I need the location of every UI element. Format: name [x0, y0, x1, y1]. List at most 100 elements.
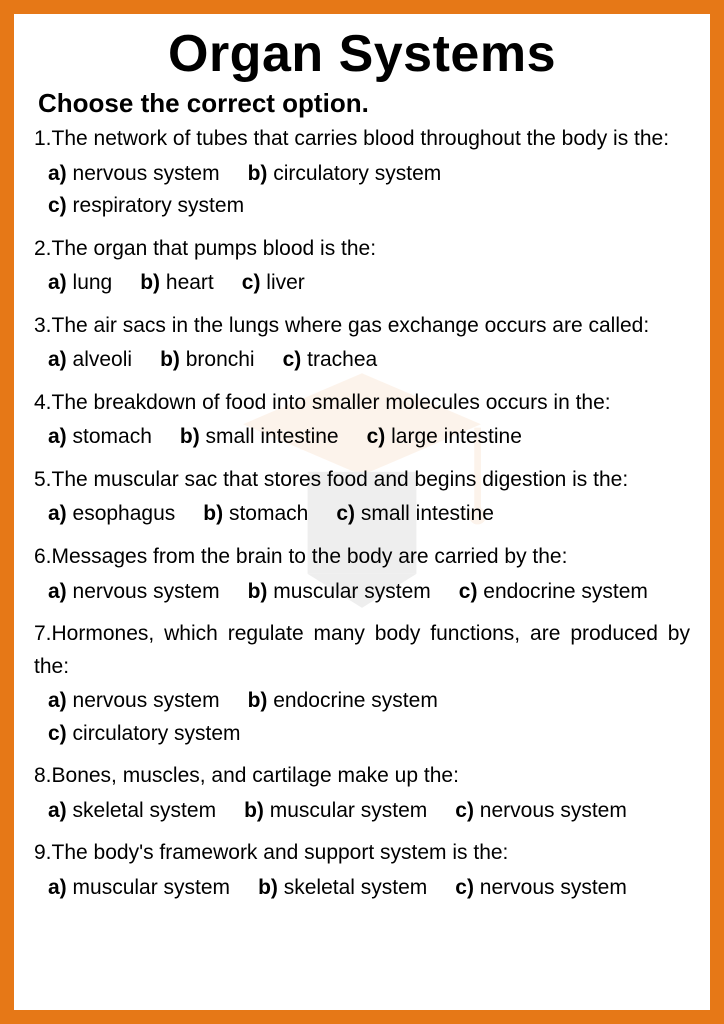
- option[interactable]: c) small intestine: [336, 498, 494, 531]
- question-block: 2.The organ that pumps blood is the:a) l…: [34, 233, 690, 300]
- option-label: b): [248, 162, 268, 185]
- options-row: a) lung b) heart c) liver: [48, 267, 690, 300]
- options-row: a) muscular system b) skeletal system c) n…: [48, 872, 690, 905]
- option-label: a): [48, 799, 67, 822]
- option[interactable]: b) bronchi: [160, 344, 255, 377]
- option[interactable]: a) alveoli: [48, 344, 132, 377]
- options-row: a) skeletal system b) muscular system c) n…: [48, 795, 690, 828]
- question-text: 6.Messages from the brain to the body ar…: [34, 541, 690, 574]
- option-label: b): [258, 876, 278, 899]
- option[interactable]: b) heart: [140, 267, 214, 300]
- option-label: c): [459, 580, 478, 603]
- option-text: nervous system: [474, 876, 627, 899]
- option-text: endocrine system: [267, 689, 437, 712]
- option[interactable]: c) large intestine: [367, 421, 522, 454]
- option-text: circulatory system: [67, 722, 241, 745]
- option-text: bronchi: [180, 348, 255, 371]
- option-label: c): [336, 502, 355, 525]
- option[interactable]: b) muscular system: [248, 576, 431, 609]
- option[interactable]: c) circulatory system: [48, 718, 241, 751]
- option-text: circulatory system: [267, 162, 441, 185]
- option-label: c): [242, 271, 261, 294]
- option-label: c): [367, 425, 386, 448]
- option[interactable]: c) endocrine system: [459, 576, 648, 609]
- option-label: a): [48, 689, 67, 712]
- option[interactable]: c) liver: [242, 267, 305, 300]
- option-label: b): [244, 799, 264, 822]
- question-text: 5.The muscular sac that stores food and …: [34, 464, 690, 497]
- option-text: nervous system: [67, 162, 220, 185]
- option[interactable]: b) stomach: [203, 498, 308, 531]
- option-label: b): [180, 425, 200, 448]
- options-row: a) nervous systemb) circulatory systemc)…: [48, 158, 690, 223]
- option[interactable]: a) skeletal system: [48, 795, 216, 828]
- question-block: 1.The network of tubes that carries bloo…: [34, 123, 690, 223]
- option-text: skeletal system: [278, 876, 427, 899]
- option-label: b): [203, 502, 223, 525]
- question-block: 6.Messages from the brain to the body ar…: [34, 541, 690, 608]
- option-label: a): [48, 580, 67, 603]
- options-row: a) esophagus b) stomach c) small intestine: [48, 498, 690, 531]
- option-text: large intestine: [385, 425, 522, 448]
- option-label: c): [283, 348, 302, 371]
- option-label: a): [48, 876, 67, 899]
- option-text: muscular system: [67, 876, 230, 899]
- option-text: stomach: [223, 502, 308, 525]
- option[interactable]: a) esophagus: [48, 498, 175, 531]
- option-label: c): [455, 799, 474, 822]
- question-text: 1.The network of tubes that carries bloo…: [34, 123, 690, 156]
- option[interactable]: c) respiratory system: [48, 190, 244, 223]
- option[interactable]: b) circulatory system: [248, 158, 442, 191]
- option[interactable]: a) nervous system: [48, 685, 220, 718]
- question-text: 3.The air sacs in the lungs where gas ex…: [34, 310, 690, 343]
- option-text: esophagus: [67, 502, 176, 525]
- question-text: 4.The breakdown of food into smaller mol…: [34, 387, 690, 420]
- option-text: alveoli: [67, 348, 132, 371]
- option-label: a): [48, 271, 67, 294]
- option[interactable]: c) nervous system: [455, 795, 627, 828]
- option[interactable]: a) nervous system: [48, 158, 220, 191]
- option[interactable]: b) skeletal system: [258, 872, 427, 905]
- option-text: heart: [160, 271, 214, 294]
- option-text: nervous system: [474, 799, 627, 822]
- option-text: liver: [260, 271, 304, 294]
- question-block: 4.The breakdown of food into smaller mol…: [34, 387, 690, 454]
- option[interactable]: c) nervous system: [455, 872, 627, 905]
- option[interactable]: b) small intestine: [180, 421, 339, 454]
- option-text: small intestine: [200, 425, 339, 448]
- options-row: a) stomach b) small intestine c) large int…: [48, 421, 690, 454]
- option-label: c): [48, 194, 67, 217]
- content-area: Organ Systems Choose the correct option.…: [34, 24, 690, 904]
- worksheet-title: Organ Systems: [34, 24, 690, 84]
- option[interactable]: b) endocrine system: [248, 685, 438, 718]
- options-row: a) nervous systemb) endocrine systemc) c…: [48, 685, 690, 750]
- options-row: a) nervous system b) muscular system c) en…: [48, 576, 690, 609]
- option-label: b): [248, 689, 268, 712]
- option-text: muscular system: [264, 799, 427, 822]
- option-text: muscular system: [267, 580, 430, 603]
- option[interactable]: b) muscular system: [244, 795, 427, 828]
- option-text: trachea: [301, 348, 377, 371]
- option[interactable]: a) lung: [48, 267, 112, 300]
- question-block: 9.The body's framework and support syste…: [34, 837, 690, 904]
- option[interactable]: a) nervous system: [48, 576, 220, 609]
- option[interactable]: a) stomach: [48, 421, 152, 454]
- question-text: 9.The body's framework and support syste…: [34, 837, 690, 870]
- question-text: 2.The organ that pumps blood is the:: [34, 233, 690, 266]
- option-label: a): [48, 348, 67, 371]
- option-label: b): [160, 348, 180, 371]
- option-text: stomach: [67, 425, 152, 448]
- option-label: a): [48, 502, 67, 525]
- option-text: lung: [67, 271, 113, 294]
- option[interactable]: c) trachea: [283, 344, 378, 377]
- question-text: 7.Hormones, which regulate many body fun…: [34, 618, 690, 683]
- question-block: 8.Bones, muscles, and cartilage make up …: [34, 760, 690, 827]
- instruction-text: Choose the correct option.: [38, 88, 690, 119]
- options-row: a) alveoli b) bronchi c) trachea: [48, 344, 690, 377]
- question-block: 3.The air sacs in the lungs where gas ex…: [34, 310, 690, 377]
- option-text: respiratory system: [67, 194, 244, 217]
- option-label: a): [48, 425, 67, 448]
- option-text: small intestine: [355, 502, 494, 525]
- option[interactable]: a) muscular system: [48, 872, 230, 905]
- option-label: b): [140, 271, 160, 294]
